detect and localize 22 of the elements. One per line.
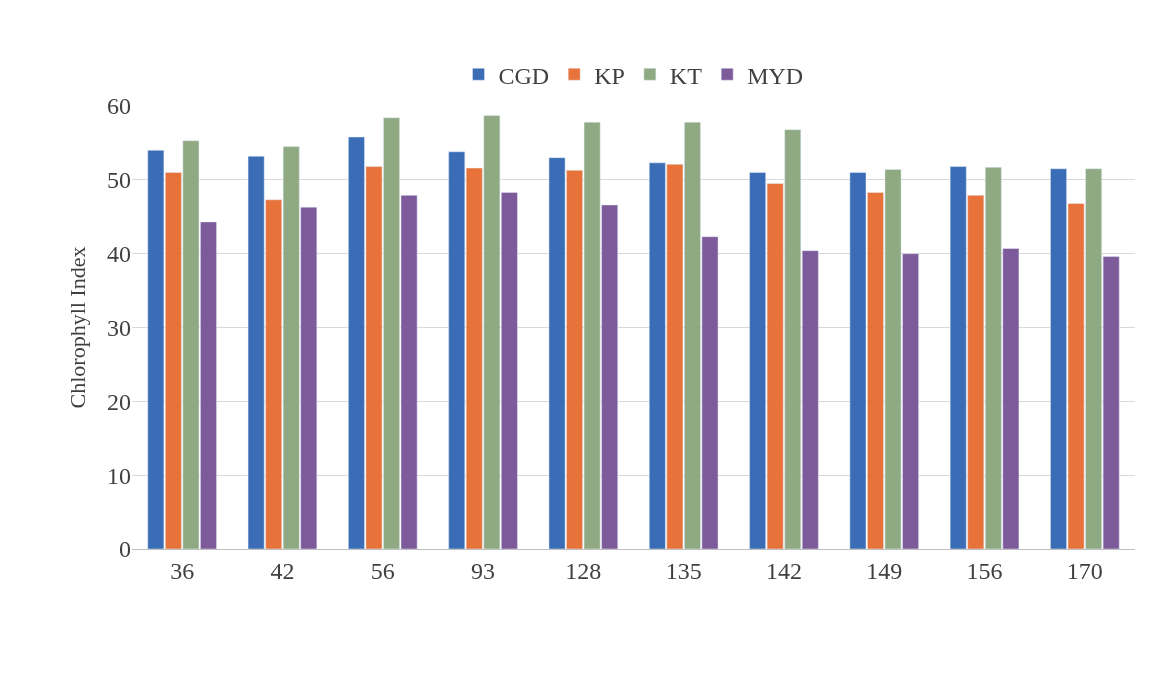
y-axis-title: Chlorophyll Index xyxy=(64,246,90,409)
legend-label: KP xyxy=(594,62,625,89)
x-tick-label: 128 xyxy=(565,557,602,584)
legend-label: KT xyxy=(669,62,703,89)
x-tick-label: 156 xyxy=(966,557,1003,584)
y-tick-label: 40 xyxy=(107,241,131,268)
y-tick-label: 30 xyxy=(107,314,131,341)
y-tick-label: 10 xyxy=(107,462,131,489)
y-tick-label: 60 xyxy=(107,93,131,120)
y-tick-label: 0 xyxy=(119,536,131,563)
legend-label: CGD xyxy=(498,62,550,89)
x-tick-label: 142 xyxy=(765,557,802,584)
x-tick-label: 149 xyxy=(866,557,903,584)
y-tick-label: 50 xyxy=(107,167,131,194)
legend-label: MYD xyxy=(747,62,804,89)
x-tick-label: 42 xyxy=(270,557,295,584)
x-tick-label: 93 xyxy=(471,557,496,584)
x-tick-label: 56 xyxy=(370,557,395,584)
x-tick-label: 170 xyxy=(1066,557,1103,584)
x-tick-label: 135 xyxy=(665,557,702,584)
x-tick-label: 36 xyxy=(170,557,195,584)
y-tick-label: 20 xyxy=(107,388,131,415)
